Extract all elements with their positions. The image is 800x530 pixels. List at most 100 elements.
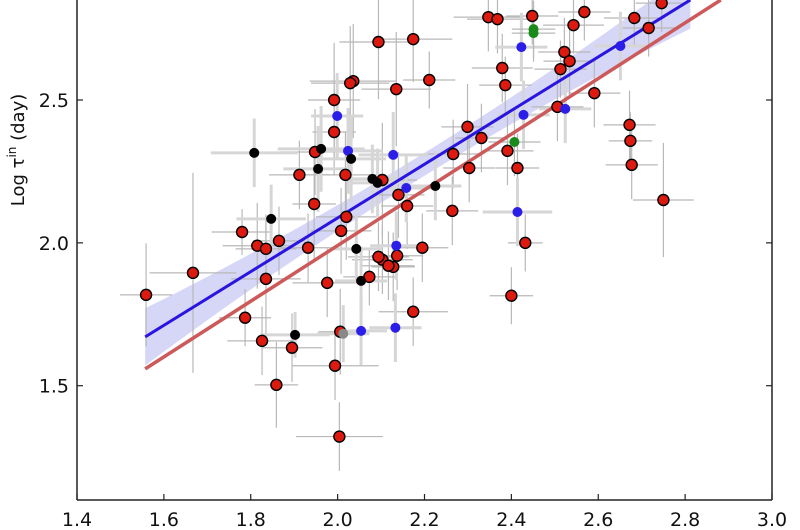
- red-data-point: [327, 93, 341, 107]
- red-data-point: [511, 161, 524, 175]
- x-tick-label: 1.8: [236, 509, 266, 530]
- blue-data-point: [401, 183, 412, 193]
- x-tick-label: 1.4: [62, 509, 92, 530]
- green-data-point: [509, 137, 520, 147]
- red-data-point: [407, 305, 420, 318]
- blue-data-point: [391, 240, 402, 251]
- data-points-layer: [139, 0, 670, 443]
- red-data-point: [272, 234, 286, 248]
- blue-data-point: [390, 322, 401, 333]
- red-data-point: [270, 378, 283, 392]
- red-data-point: [339, 168, 352, 182]
- red-data-point: [382, 259, 395, 272]
- red-data-point: [307, 197, 321, 211]
- red-data-point: [235, 225, 249, 239]
- red-data-point: [446, 204, 459, 218]
- red-data-point: [499, 78, 512, 92]
- red-data-point: [344, 76, 357, 90]
- red-data-point: [333, 430, 346, 443]
- red-data-point: [186, 266, 200, 280]
- red-data-point: [293, 168, 306, 182]
- red-data-point: [334, 224, 348, 238]
- black-data-point: [266, 213, 277, 224]
- red-data-point: [372, 250, 385, 264]
- black-data-point: [316, 143, 327, 154]
- red-data-point: [625, 158, 638, 172]
- red-data-point: [328, 359, 342, 372]
- x-tick-label: 3.0: [757, 509, 787, 530]
- red-data-point: [657, 193, 670, 207]
- black-data-point: [430, 181, 441, 191]
- y-tick-label: 1.5: [39, 376, 69, 398]
- red-data-point: [491, 12, 504, 26]
- x-tick-label: 2.8: [670, 509, 700, 530]
- red-data-point: [623, 118, 636, 132]
- blue-fit-confidence-band: [145, 0, 691, 366]
- blue-fit-line: [144, 0, 692, 339]
- confidence-band-layer: [145, 0, 691, 366]
- blue-data-point: [332, 111, 343, 121]
- red-data-point: [558, 45, 571, 59]
- blue-data-point: [560, 103, 571, 114]
- red-data-point: [461, 120, 474, 134]
- blue-data-point: [343, 145, 354, 156]
- black-data-point: [249, 147, 260, 158]
- black-data-point: [372, 177, 383, 188]
- red-data-point: [588, 86, 601, 100]
- blue-data-point: [388, 149, 399, 160]
- red-data-point: [496, 61, 509, 75]
- red-data-point: [400, 199, 414, 213]
- red-data-point: [563, 54, 576, 68]
- black-data-point: [356, 275, 367, 286]
- red-data-point: [285, 341, 299, 354]
- black-data-point: [290, 329, 301, 340]
- red-data-point: [505, 289, 518, 302]
- red-data-point: [407, 32, 420, 46]
- x-tick-label: 1.6: [149, 509, 179, 530]
- red-data-point: [259, 242, 273, 256]
- red-data-point: [519, 236, 532, 250]
- red-data-point: [321, 276, 334, 290]
- x-tick-label: 2.6: [583, 509, 613, 530]
- black-data-point: [346, 153, 357, 164]
- red-data-point: [642, 21, 655, 35]
- red-data-point: [238, 311, 252, 324]
- red-data-point: [624, 134, 637, 148]
- y-axis-label: Log τin (day): [5, 94, 29, 207]
- red-data-point: [340, 210, 353, 224]
- axes: 1.4 1.6 1.8 2.0 2.2 2.4 2.6 2.8 3.0 1.5 2.0 2.5: [39, 0, 787, 530]
- x-tick-label: 2.0: [323, 509, 353, 530]
- red-data-point: [259, 272, 273, 286]
- red-data-point: [463, 161, 476, 175]
- red-data-point: [392, 188, 405, 202]
- red-data-point: [423, 73, 436, 87]
- gray-data-point: [338, 328, 349, 339]
- red-data-point: [446, 147, 460, 161]
- red-data-point: [655, 0, 668, 10]
- green-data-point: [528, 28, 539, 39]
- blue-data-point: [516, 42, 527, 53]
- x-tick-label: 2.2: [409, 509, 439, 530]
- red-data-point: [501, 144, 514, 158]
- red-data-point: [567, 18, 580, 32]
- black-data-point: [313, 163, 324, 174]
- blue-data-point: [512, 207, 523, 217]
- red-data-point: [390, 249, 404, 262]
- blue-data-point: [518, 109, 529, 120]
- blue-data-point: [356, 325, 367, 336]
- red-data-point: [554, 62, 567, 76]
- red-data-point: [526, 9, 539, 23]
- red-data-point: [578, 5, 591, 19]
- y-tick-label: 2.5: [39, 90, 69, 112]
- red-data-point: [301, 241, 315, 254]
- red-data-point: [390, 82, 403, 96]
- red-data-point: [628, 11, 641, 25]
- red-data-point: [327, 125, 341, 139]
- black-data-point: [351, 243, 362, 254]
- red-data-point: [139, 288, 153, 302]
- red-data-point: [475, 131, 488, 145]
- x-tick-label: 2.4: [496, 509, 526, 530]
- red-data-point: [372, 35, 385, 49]
- blue-data-point: [615, 41, 626, 51]
